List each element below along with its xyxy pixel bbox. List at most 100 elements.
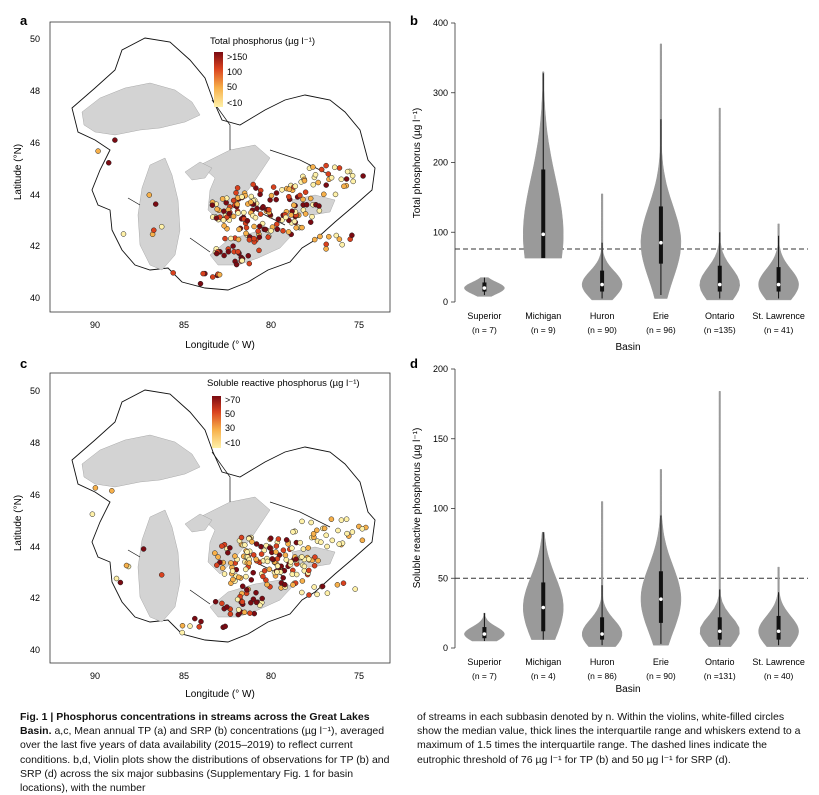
station-dot (219, 543, 225, 549)
station-dot (212, 598, 219, 605)
station-dot (323, 162, 329, 169)
station-dot (323, 241, 329, 248)
station-dot (307, 219, 314, 225)
x-category-n: (n = 7) (472, 325, 497, 335)
station-dot (222, 623, 228, 630)
map-y-axis: 50 48 46 44 42 40 Latitude (°N) (13, 386, 40, 655)
station-dot (314, 591, 320, 598)
y-tick-label: 42 (30, 593, 40, 603)
station-dot (209, 202, 216, 208)
x-axis-label: Basin (615, 684, 640, 695)
station-dot (293, 225, 299, 231)
x-tick-label: 90 (90, 320, 100, 330)
station-dot (321, 525, 328, 532)
station-dot (336, 236, 343, 242)
x-category-n: (n = 90) (646, 671, 676, 681)
station-dot (244, 549, 250, 555)
station-dot (170, 270, 176, 276)
station-dot (335, 527, 341, 534)
station-dot (312, 554, 318, 560)
x-tick-label: 85 (179, 671, 189, 681)
station-dot (187, 623, 193, 629)
panel-a-map: a 90 85 80 75 Longitude (° W) 50 48 46 4… (13, 13, 391, 351)
station-dot (234, 596, 241, 603)
station-dot (250, 181, 256, 188)
violin-huron (581, 501, 623, 647)
station-dot (302, 211, 309, 217)
violin-iqr-bar (600, 617, 605, 640)
station-dot (333, 232, 340, 239)
y-tick-label: 150 (433, 434, 448, 444)
y-tick-label: 50 (30, 386, 40, 396)
station-dot (297, 539, 303, 546)
station-dot (251, 223, 257, 230)
station-dot (306, 592, 312, 598)
station-dot (310, 164, 316, 170)
station-dot (243, 224, 250, 231)
station-dot (300, 196, 306, 203)
station-dot (299, 224, 305, 231)
legend-title: Total phosphorus (µg l⁻¹) (210, 36, 315, 47)
station-dot (261, 547, 267, 554)
station-dot (95, 148, 101, 154)
station-dot (321, 191, 327, 198)
station-dot (350, 178, 356, 185)
station-dot (219, 600, 225, 607)
station-dot (89, 511, 96, 517)
station-dot (245, 253, 252, 259)
station-dot (92, 485, 99, 491)
legend-label: <10 (227, 98, 242, 108)
station-dot (236, 226, 242, 233)
legend-label: 30 (225, 423, 235, 433)
x-category-label: St. Lawrence (752, 657, 805, 667)
station-dot (306, 567, 312, 574)
station-dot (340, 580, 347, 586)
station-dot (233, 190, 239, 196)
caption-right: of streams in each subbasin denoted by n… (417, 710, 802, 767)
station-dot (324, 543, 330, 550)
station-dot (279, 187, 285, 193)
violin-median-dot (482, 632, 487, 636)
violin-median-dot (600, 632, 604, 636)
x-category-n: (n = 7) (472, 671, 497, 681)
y-tick-label: 40 (30, 293, 40, 303)
station-dot (273, 196, 279, 203)
station-dot (341, 183, 347, 190)
station-dot (239, 599, 246, 605)
map-color-legend: Total phosphorus (µg l⁻¹) >150 100 50 <1… (210, 36, 315, 108)
station-dot (246, 560, 253, 566)
station-dot (225, 249, 232, 255)
map-y-axis: 50 48 46 44 42 40 Latitude (°N) (13, 34, 40, 303)
y-tick-label: 200 (433, 158, 448, 168)
station-dot (257, 211, 264, 217)
legend-label: <10 (225, 438, 240, 448)
y-axis-label: Soluble reactive phosphorus (µg l⁻¹) (412, 428, 423, 589)
station-dot (315, 179, 321, 186)
violin-iqr-bar (717, 265, 722, 292)
station-dot (343, 176, 350, 182)
x-tick-label: 80 (266, 320, 276, 330)
caption-left-body: a,c, Mean annual TP (a) and SRP (b) conc… (20, 725, 390, 795)
caption-right-body: of streams in each subbasin denoted by n… (417, 711, 801, 766)
violin-iqr-bar (541, 169, 546, 259)
station-dot (336, 541, 342, 547)
station-dot (301, 177, 308, 184)
map-x-axis: 90 85 80 75 Longitude (° W) (90, 320, 364, 351)
station-dot (235, 607, 242, 613)
station-dot (209, 274, 216, 280)
panel-letter: c (20, 356, 27, 371)
station-dot (239, 257, 245, 264)
x-category-n: (n = 90) (587, 325, 617, 335)
violin-median-dot (659, 240, 663, 245)
x-category-label: St. Lawrence (752, 311, 805, 321)
y-tick-label: 200 (433, 364, 448, 374)
station-dot (310, 531, 317, 537)
station-dot (244, 218, 251, 224)
station-dot (214, 562, 220, 568)
map-color-legend: Soluble reactive phosphorus (µg l⁻¹) >70… (207, 378, 360, 448)
station-dot (329, 537, 336, 544)
station-dot (344, 168, 351, 175)
station-dot (105, 160, 112, 166)
station-dot (289, 545, 295, 551)
